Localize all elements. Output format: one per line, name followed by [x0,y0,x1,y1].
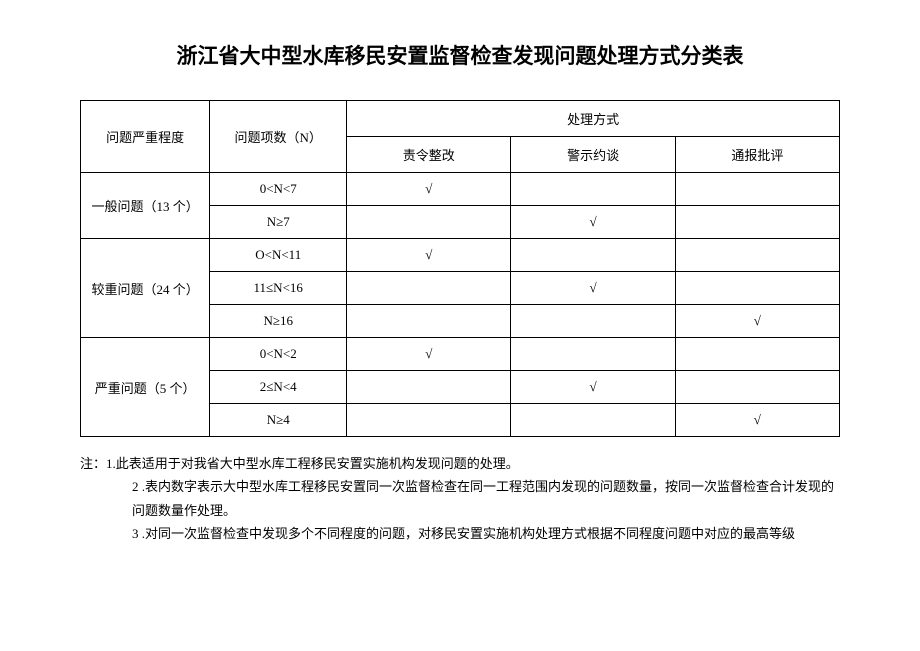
check-cell [347,272,511,305]
check-cell [511,305,675,338]
range-cell: 0<N<7 [210,173,347,206]
check-cell: √ [511,272,675,305]
range-cell: 11≤N<16 [210,272,347,305]
check-cell: √ [675,404,839,437]
check-cell [347,371,511,404]
check-cell: √ [511,206,675,239]
check-cell: √ [347,338,511,371]
range-cell: 2≤N<4 [210,371,347,404]
page-title: 浙江省大中型水库移民安置监督检查发现问题处理方式分类表 [80,40,840,70]
check-cell [347,305,511,338]
check-cell [675,206,839,239]
table-row: 严重问题（5 个） 0<N<2 √ [81,338,840,371]
check-cell [675,371,839,404]
note-line: 注：1.此表适用于对我省大中型水库工程移民安置实施机构发现问题的处理。 [80,452,840,475]
check-cell [675,338,839,371]
note-line: 2 .表内数字表示大中型水库工程移民安置同一次监督检查在同一工程范围内发现的问题… [80,475,840,522]
table-row: 较重问题（24 个） O<N<11 √ [81,239,840,272]
header-method1: 责令整改 [347,137,511,173]
header-severity: 问题严重程度 [81,101,210,173]
note-line: 3 .对同一次监督检查中发现多个不同程度的问题，对移民安置实施机构处理方式根据不… [80,522,840,545]
classification-table: 问题严重程度 问题项数（N） 处理方式 责令整改 警示约谈 通报批评 一般问题（… [80,100,840,437]
check-cell [511,404,675,437]
range-cell: N≥4 [210,404,347,437]
check-cell [347,404,511,437]
header-method3: 通报批评 [675,137,839,173]
check-cell [347,206,511,239]
range-cell: O<N<11 [210,239,347,272]
notes-section: 注：1.此表适用于对我省大中型水库工程移民安置实施机构发现问题的处理。 2 .表… [80,452,840,546]
header-count: 问题项数（N） [210,101,347,173]
check-cell: √ [347,239,511,272]
check-cell [511,239,675,272]
check-cell [675,173,839,206]
check-cell [675,239,839,272]
range-cell: 0<N<2 [210,338,347,371]
header-method2: 警示约谈 [511,137,675,173]
header-method-group: 处理方式 [347,101,840,137]
check-cell [511,338,675,371]
check-cell: √ [347,173,511,206]
group-label: 严重问题（5 个） [81,338,210,437]
check-cell: √ [675,305,839,338]
range-cell: N≥16 [210,305,347,338]
group-label: 一般问题（13 个） [81,173,210,239]
group-label: 较重问题（24 个） [81,239,210,338]
check-cell [675,272,839,305]
table-row: 一般问题（13 个） 0<N<7 √ [81,173,840,206]
check-cell [511,173,675,206]
range-cell: N≥7 [210,206,347,239]
check-cell: √ [511,371,675,404]
